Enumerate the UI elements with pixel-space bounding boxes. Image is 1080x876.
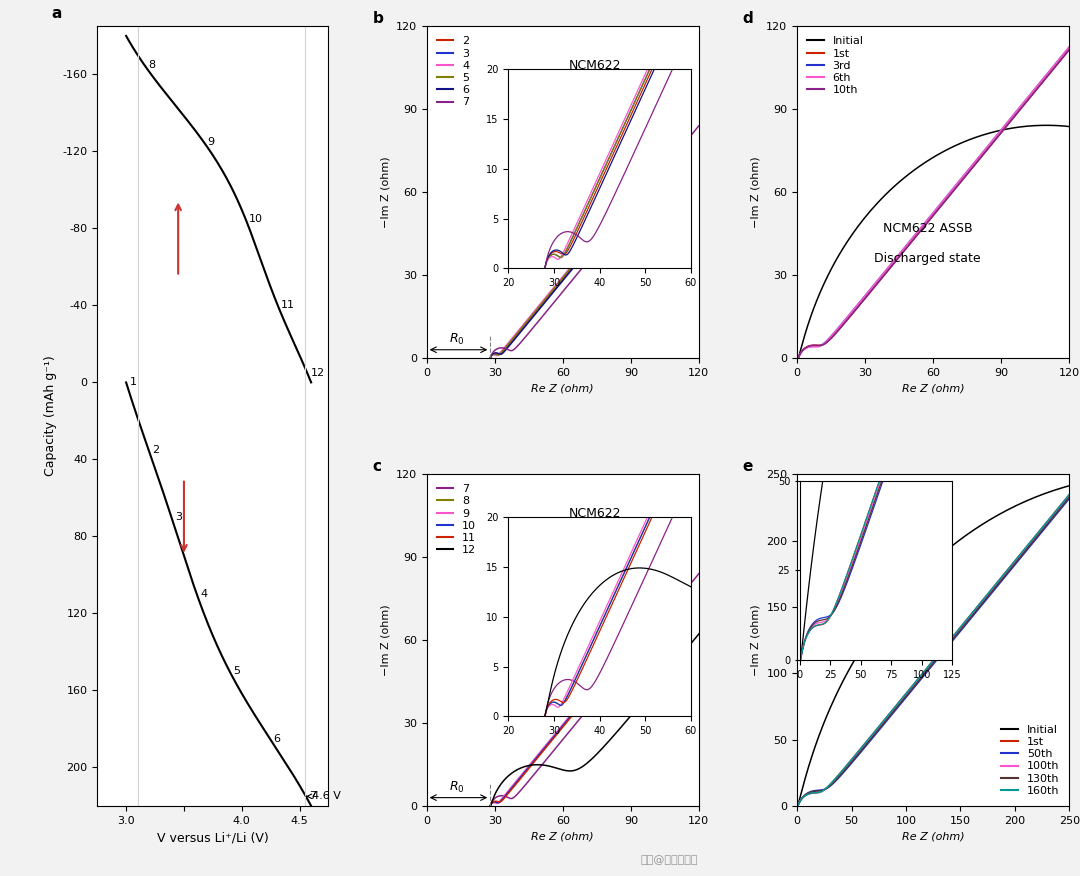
Text: d: d bbox=[743, 11, 754, 26]
X-axis label: Re Z (ohm): Re Z (ohm) bbox=[531, 831, 594, 841]
Text: $R_0$: $R_0$ bbox=[449, 332, 464, 347]
Y-axis label: −Im Z (ohm): −Im Z (ohm) bbox=[380, 604, 390, 676]
Text: b: b bbox=[373, 11, 383, 26]
Text: NCM85 ASSB: NCM85 ASSB bbox=[856, 597, 939, 610]
Legend: Initial, 1st, 3rd, 6th, 10th: Initial, 1st, 3rd, 6th, 10th bbox=[802, 32, 868, 100]
X-axis label: V versus Li⁺/Li (V): V versus Li⁺/Li (V) bbox=[157, 831, 269, 844]
X-axis label: Re Z (ohm): Re Z (ohm) bbox=[531, 384, 594, 393]
Text: 12: 12 bbox=[311, 368, 325, 378]
Y-axis label: −Im Z (ohm): −Im Z (ohm) bbox=[751, 604, 760, 676]
Text: NCM622 ASSB: NCM622 ASSB bbox=[882, 222, 972, 235]
Text: 6: 6 bbox=[273, 733, 281, 744]
Text: 5: 5 bbox=[233, 666, 240, 676]
Y-axis label: −Im Z (ohm): −Im Z (ohm) bbox=[380, 156, 390, 228]
Y-axis label: −Im Z (ohm): −Im Z (ohm) bbox=[751, 156, 760, 228]
Text: 9: 9 bbox=[207, 137, 214, 147]
Text: charging: charging bbox=[568, 89, 623, 102]
Text: NCM622: NCM622 bbox=[569, 60, 622, 73]
Text: Discharged state: Discharged state bbox=[845, 626, 951, 639]
Text: c: c bbox=[373, 459, 381, 474]
Text: 10: 10 bbox=[248, 214, 262, 223]
Text: 知乎@微算云平台: 知乎@微算云平台 bbox=[640, 855, 699, 865]
Text: 4: 4 bbox=[200, 590, 207, 599]
Text: 2: 2 bbox=[152, 445, 159, 455]
Text: NCM622: NCM622 bbox=[569, 507, 622, 520]
Text: Discharging: Discharging bbox=[558, 537, 633, 550]
Text: 1: 1 bbox=[130, 378, 136, 387]
Legend: Initial, 1st, 50th, 100th, 130th, 160th: Initial, 1st, 50th, 100th, 130th, 160th bbox=[997, 720, 1064, 801]
Legend: 7, 8, 9, 10, 11, 12: 7, 8, 9, 10, 11, 12 bbox=[432, 480, 481, 560]
Text: a: a bbox=[51, 6, 62, 22]
Text: 4.6 V: 4.6 V bbox=[307, 791, 340, 802]
Text: 8: 8 bbox=[148, 60, 156, 70]
Text: $R_0$: $R_0$ bbox=[449, 780, 464, 795]
Text: Discharged state: Discharged state bbox=[875, 251, 981, 265]
Text: 11: 11 bbox=[281, 300, 295, 310]
X-axis label: Re Z (ohm): Re Z (ohm) bbox=[902, 831, 964, 841]
X-axis label: Re Z (ohm): Re Z (ohm) bbox=[902, 384, 964, 393]
Text: e: e bbox=[743, 459, 753, 474]
Text: 3: 3 bbox=[175, 512, 181, 522]
Legend: 2, 3, 4, 5, 6, 7: 2, 3, 4, 5, 6, 7 bbox=[432, 32, 474, 112]
Y-axis label: Capacity (mAh g⁻¹): Capacity (mAh g⁻¹) bbox=[44, 356, 57, 477]
Text: 7: 7 bbox=[310, 791, 316, 802]
